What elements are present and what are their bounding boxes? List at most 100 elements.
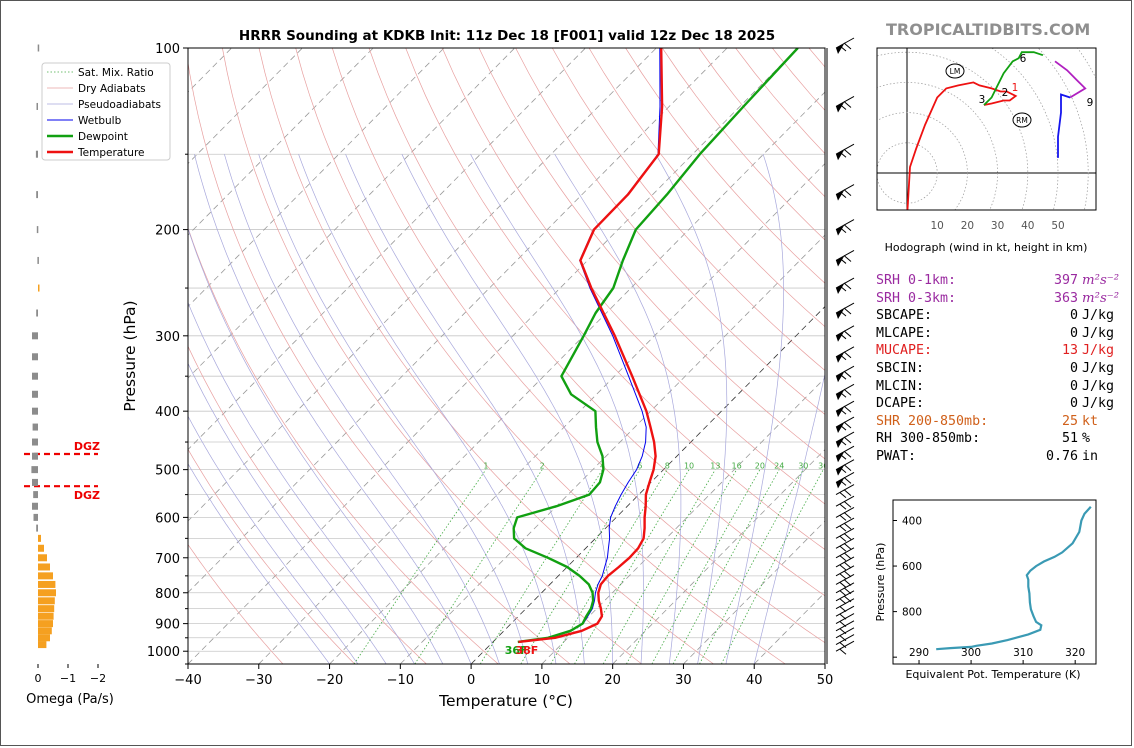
wind-barb <box>835 325 855 342</box>
hodograph-ring <box>1037 48 1089 210</box>
dry-adiabat-line <box>368 48 825 597</box>
barb-staff <box>835 445 855 457</box>
y-tick-label: 200 <box>155 224 180 239</box>
barb-staff <box>835 598 855 610</box>
barb-staff <box>835 383 855 395</box>
x-tick-label: −30 <box>245 673 272 688</box>
wind-barb <box>835 250 855 267</box>
hodograph-segment <box>1057 93 1071 158</box>
wind-barb <box>835 598 855 613</box>
omega-tick-label: −2 <box>90 672 106 685</box>
wind-barb-column <box>826 37 855 664</box>
barb-flag <box>839 621 847 628</box>
wind-barb <box>835 96 855 113</box>
parameter-value: 51 <box>1061 431 1078 447</box>
barb-flag <box>843 307 852 315</box>
hodograph-height-label: 3 <box>979 94 986 106</box>
hodograph-ring-label: 50 <box>1051 220 1064 232</box>
hodograph-caption: Hodograph (wind in kt, height in km) <box>885 241 1088 254</box>
hodograph-labels: 10 20 30 40 50 12 3 6 9 LM RM <box>931 53 1094 232</box>
hodograph-height-label: 1 <box>1012 82 1019 94</box>
x-tick-label: −20 <box>316 673 343 688</box>
pseudoadiabat-line <box>194 154 472 664</box>
hodograph-ring-label: 40 <box>1021 220 1034 232</box>
barb-flag <box>843 450 852 458</box>
omega-panel: DGZ DGZ 0 −1 −2 <box>24 44 106 685</box>
omega-bar <box>32 390 38 398</box>
wind-barb <box>835 605 855 620</box>
barb-flag <box>843 436 852 444</box>
wind-barb <box>835 400 855 418</box>
pseudoadiabat-line <box>224 154 500 664</box>
barb-flag <box>839 573 847 580</box>
dry-adiabat-line <box>515 48 825 415</box>
mixing-ratio-line <box>672 469 780 664</box>
barb-flag <box>843 224 852 231</box>
mixing-ratio-line <box>479 469 603 664</box>
legend-label: Dry Adiabats <box>78 83 146 95</box>
y-tick-label: 800 <box>155 587 180 602</box>
barb-flag <box>839 606 847 613</box>
isotherm-line <box>612 448 825 664</box>
x-tick-label: −40 <box>174 673 201 688</box>
omega-bar <box>31 466 38 474</box>
barb-flag <box>843 464 852 472</box>
omega-bar <box>33 513 38 521</box>
barb-flag <box>843 595 852 603</box>
barb-flag <box>843 570 852 578</box>
wind-barb <box>835 620 855 635</box>
barb-staff <box>835 527 855 539</box>
barb-staff <box>835 506 855 518</box>
barb-flag <box>843 388 852 396</box>
barb-pennant <box>836 150 844 161</box>
wind-barb <box>835 445 855 463</box>
parameter-row: SRH 0-3km: 363 m²s⁻² <box>876 290 1119 308</box>
wind-barb <box>835 556 855 571</box>
pseudoadiabat-line <box>298 154 557 664</box>
omega-bar <box>32 452 38 460</box>
omega-bar <box>32 353 38 361</box>
theta-e-axes: 290 300 310 320 400 600 800 <box>893 516 1085 664</box>
theta-e-y-tick-label: 800 <box>902 607 922 619</box>
pseudoadiabat-line <box>725 154 784 664</box>
x-tick-label: 10 <box>534 673 551 688</box>
surface-temperature-label: 38F <box>515 644 538 657</box>
omega-bar <box>35 150 38 158</box>
dry-adiabat-line <box>188 226 499 664</box>
omega-bar <box>38 554 47 562</box>
storm-motion-marker <box>1012 112 1032 128</box>
wind-barb <box>835 613 855 628</box>
barb-flag <box>839 503 847 510</box>
barb-flag <box>839 525 847 532</box>
dry-adiabat-line <box>188 543 284 664</box>
barb-staff <box>835 184 855 196</box>
skewt-ylabel: Pressure (hPa) <box>121 300 139 411</box>
wind-barb <box>835 547 855 562</box>
hodograph-trace <box>906 51 1087 210</box>
barb-pennant <box>836 256 844 267</box>
parameter-unit: J/kg <box>1082 360 1115 376</box>
parameter-label: SRH 0-3km: <box>876 290 957 306</box>
skewt-legend: Sat. Mix. Ratio Dry Adiabats Pseudoadiabat… <box>41 62 171 161</box>
omega-bar <box>38 627 52 635</box>
isotherm-line <box>258 91 825 664</box>
parameter-row: DCAPE: 0 J/kg <box>876 395 1114 413</box>
barb-flag <box>843 189 852 196</box>
barb-staff <box>835 96 855 107</box>
hodograph-ring-label: 30 <box>991 220 1004 232</box>
y-tick-label: 1000 <box>147 645 180 660</box>
barb-pennant <box>836 438 844 449</box>
barb-staff <box>835 416 855 428</box>
hodograph-ring-label: 20 <box>961 220 974 232</box>
mixing-ratio-label: 8 <box>665 462 670 471</box>
barb-staff <box>835 219 855 231</box>
legend-box <box>41 62 171 161</box>
parameter-row: MLCAPE: 0 J/kg <box>876 325 1114 343</box>
mixing-ratio-line <box>414 469 543 664</box>
parameter-value: 0 <box>1069 396 1078 412</box>
mixing-ratio-label: 20 <box>755 462 765 471</box>
barb-flag <box>843 532 852 540</box>
mixing-ratio-label: 30 <box>798 462 808 471</box>
barb-flag <box>843 542 852 550</box>
